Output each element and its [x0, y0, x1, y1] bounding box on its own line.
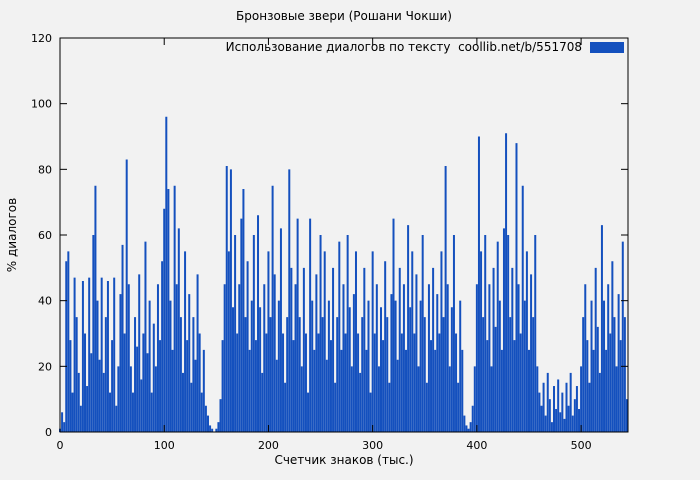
x-axis-label: Счетчик знаков (тыс.)	[274, 453, 413, 467]
x-tick-label: 0	[57, 439, 64, 452]
legend-swatch	[590, 42, 624, 53]
y-tick-label: 60	[38, 229, 52, 242]
y-tick-label: 40	[38, 295, 52, 308]
chart-title: Бронзовые звери (Рошани Чокши)	[236, 9, 452, 23]
legend-label: Использование диалогов по тексту coollib…	[226, 40, 582, 54]
y-tick-label: 0	[45, 426, 52, 439]
x-tick-label: 400	[466, 439, 487, 452]
y-axis-label: % диалогов	[5, 198, 19, 272]
y-tick-label: 120	[31, 32, 52, 45]
x-tick-label: 500	[571, 439, 592, 452]
y-tick-label: 80	[38, 163, 52, 176]
y-tick-label: 100	[31, 98, 52, 111]
x-tick-label: 300	[362, 439, 383, 452]
y-tick-label: 20	[38, 360, 52, 373]
x-tick-label: 200	[258, 439, 279, 452]
x-tick-label: 100	[154, 439, 175, 452]
